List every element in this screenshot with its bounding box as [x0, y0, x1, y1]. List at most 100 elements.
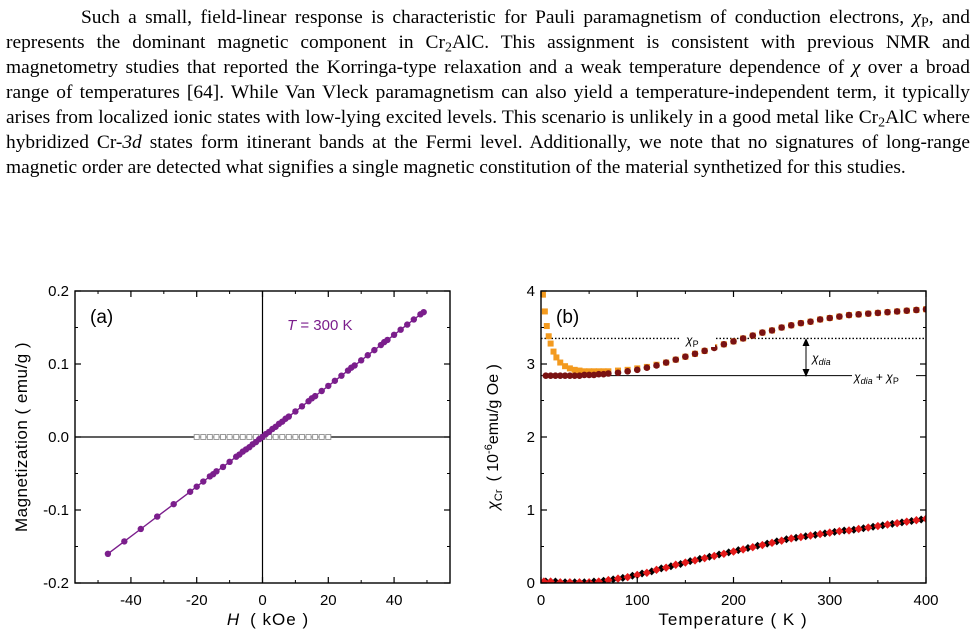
purple-point: [121, 538, 128, 545]
orange-point: [541, 308, 548, 315]
orange-point: [545, 333, 552, 340]
maroon-point: [542, 372, 550, 379]
y-tick-label: 0.0: [48, 429, 69, 446]
red-diamond-point: [902, 517, 911, 526]
purple-point: [397, 326, 404, 333]
panel-a-x-axis-label: H( kOe ): [227, 610, 309, 629]
red-diamond-point: [873, 521, 883, 531]
red-diamond-point: [729, 547, 738, 556]
maroon-point: [605, 370, 612, 377]
red-diamond-point: [690, 556, 700, 565]
paragraph-segment: over a broad range of temperatures [64].…: [6, 57, 970, 128]
maroon-point: [749, 332, 757, 339]
red-diamond-point: [613, 574, 623, 583]
maroon-point: [836, 313, 843, 320]
red-diamond-point: [623, 572, 632, 582]
paragraph-segment: Such a small, field-linear response is c…: [81, 7, 913, 28]
gray-point: [298, 434, 305, 440]
maroon-point: [903, 307, 911, 315]
paragraph-segment: AlC. This assignment is consistent with …: [6, 32, 970, 78]
maroon-point: [566, 372, 574, 379]
purple-point: [213, 468, 220, 475]
maroon-point: [547, 372, 554, 379]
x-tick-label: -40: [120, 592, 142, 609]
chi-sum-annotation: χdia + χP: [853, 370, 899, 386]
maroon-point: [595, 370, 603, 378]
maroon-point: [730, 338, 737, 345]
orange-point: [566, 365, 573, 372]
purple-point: [170, 500, 177, 508]
panel-a-y-axis-label: Magnetization ( emu/g ): [12, 342, 31, 532]
red-diamond-point: [844, 526, 854, 535]
x-tick-label: 200: [721, 592, 746, 609]
purple-point: [298, 403, 306, 410]
maroon-point: [653, 362, 660, 369]
maroon-point: [739, 335, 747, 342]
maroon-point: [556, 372, 564, 379]
panel-a-temperature-annotation: T = 300 K: [287, 317, 352, 334]
x-tick-label: 0: [537, 592, 545, 609]
panel-b-series: [541, 291, 926, 583]
y-tick-label: 0: [527, 575, 535, 592]
maroon-point: [768, 327, 776, 334]
panel-b-frame: [540, 290, 927, 584]
red-diamond-point: [748, 543, 757, 552]
maroon-point: [874, 309, 882, 317]
red-diamond-point: [633, 570, 642, 580]
y-tick-label: 0.1: [48, 356, 69, 373]
red-diamond-point: [825, 528, 834, 537]
purple-point: [390, 331, 398, 338]
orange-point: [550, 348, 557, 355]
red-diamond-point: [661, 563, 671, 572]
paragraph-segment: 3d: [122, 132, 142, 153]
red-diamond-point: [594, 577, 603, 583]
red-diamond-point: [921, 514, 926, 523]
y-tick-label: 1: [527, 502, 535, 519]
maroon-point: [864, 310, 872, 317]
purple-point: [137, 525, 144, 533]
panel-b-label: (b): [556, 307, 579, 328]
paragraph-segment: χ: [851, 57, 861, 78]
maroon-point: [624, 368, 631, 375]
gray-point: [312, 434, 319, 440]
red-diamond-point: [719, 549, 729, 558]
orange-point: [581, 368, 588, 375]
gray-point: [213, 434, 220, 440]
red-diamond-point: [541, 577, 549, 583]
maroon-point: [787, 322, 795, 329]
orange-point: [541, 291, 546, 298]
panel-b: 0 100 200 300 400 0 1 2 3 4 (b) χP χdia χdia + χP…: [483, 283, 939, 629]
chi-p-annotation: χP: [685, 333, 699, 349]
paragraph-segment: 2: [878, 115, 886, 131]
red-diamond-point: [767, 538, 777, 548]
red-diamond-point: [710, 551, 719, 561]
paragraph-segment: states form itinerant bands at the Fermi…: [6, 132, 970, 178]
maroon-point: [720, 340, 728, 348]
panel-b-x-axis-label: Temperature ( K ): [658, 610, 807, 629]
red-diamond-point: [835, 526, 844, 536]
red-diamond-point: [892, 518, 902, 528]
gray-point: [233, 434, 240, 440]
orange-point: [586, 368, 593, 375]
red-diamond-point: [738, 545, 748, 554]
maroon-point: [759, 329, 766, 336]
purple-point: [318, 387, 325, 395]
gray-point: [325, 434, 332, 440]
maroon-point: [816, 316, 824, 323]
orange-point: [571, 366, 578, 373]
gray-point: [246, 434, 253, 440]
maroon-point: [614, 369, 622, 377]
x-tick-label: 0: [258, 592, 266, 609]
red-diamond-point: [642, 568, 652, 577]
maroon-point: [797, 319, 805, 327]
purple-point: [331, 377, 339, 384]
purple-point: [351, 362, 358, 369]
orange-point: [590, 368, 597, 375]
maroon-point: [561, 372, 569, 379]
chi-dia-annotation: χdia: [811, 351, 831, 367]
maroon-point: [855, 311, 862, 318]
purple-point: [226, 458, 233, 466]
maroon-point: [778, 324, 785, 331]
y-tick-label: -0.2: [43, 575, 69, 592]
